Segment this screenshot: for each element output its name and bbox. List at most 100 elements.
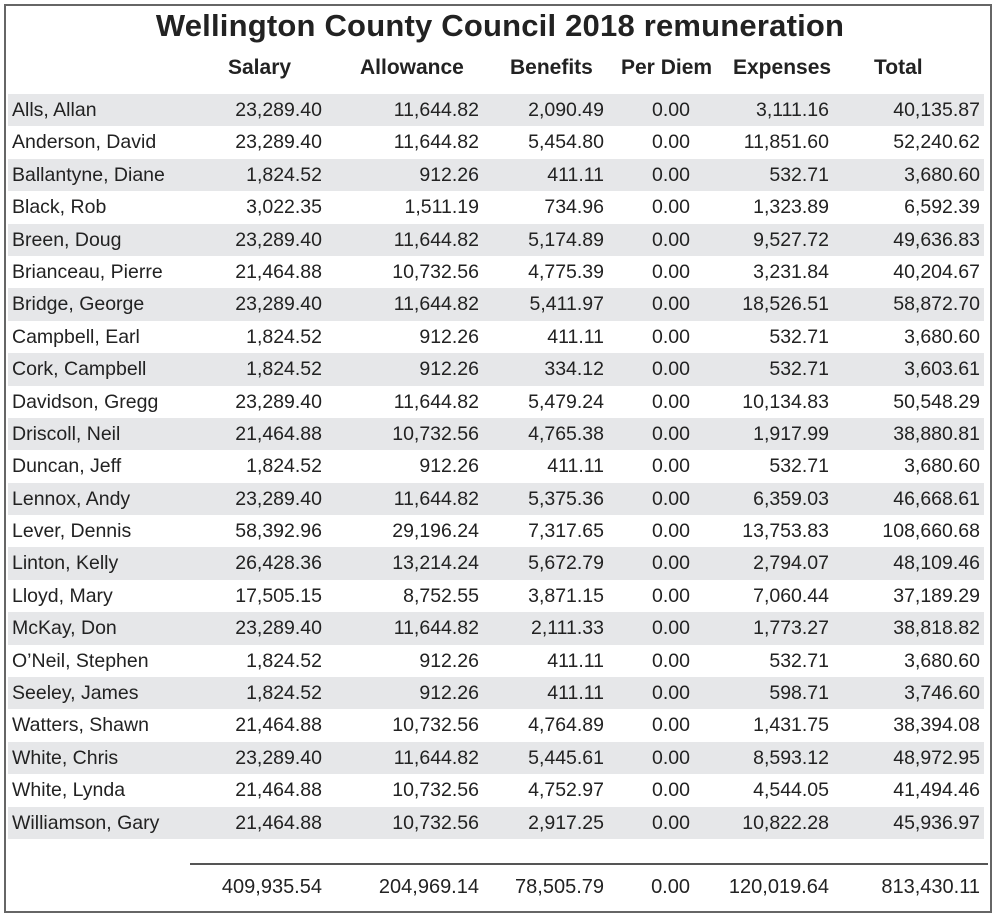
benefits-cell: 2,090.49 (528, 99, 604, 121)
expenses-cell: 3,111.16 (755, 99, 829, 121)
per-diem-cell: 0.00 (652, 325, 690, 348)
benefits-cell: 4,775.39 (528, 260, 604, 283)
benefits-cell: 334.12 (544, 358, 604, 381)
header-salary: Salary (228, 56, 292, 79)
member-name: Black, Rob (12, 196, 107, 219)
member-name: Bridge, George (12, 293, 145, 316)
allowance-cell: 912.26 (419, 455, 479, 478)
allowance-cell: 11,644.82 (393, 131, 479, 154)
expenses-cell: 532.71 (769, 649, 829, 672)
per-diem-cell: 0.00 (652, 260, 690, 283)
per-diem-cell: 0.00 (652, 617, 690, 640)
per-diem-cell: 0.00 (652, 196, 690, 219)
total-cell: 52,240.62 (893, 131, 980, 154)
table-row: Linton, Kelly 26,428.36 13,214.24 5,672.79 0… (8, 547, 984, 580)
salary-cell: 23,289.40 (235, 746, 322, 769)
total-allowance: 204,969.14 (378, 876, 479, 898)
expenses-cell: 532.71 (769, 358, 829, 381)
benefits-cell: 5,672.79 (528, 552, 604, 575)
allowance-cell: 11,644.82 (393, 487, 479, 510)
table-row: White, Lynda 21,464.88 10,732.56 4,752.97 0.… (8, 774, 984, 806)
total-cell: 3,746.60 (904, 682, 980, 705)
benefits-cell: 734.96 (544, 196, 604, 219)
total-cell: 46,668.61 (893, 487, 980, 510)
table-row: Williamson, Gary 21,464.88 10,732.56 2,917.… (8, 806, 984, 839)
per-diem-cell: 0.00 (652, 520, 690, 543)
total-salary: 409,935.54 (221, 876, 322, 898)
member-name: Alls, Allan (12, 99, 97, 121)
benefits-cell: 4,765.38 (528, 422, 604, 445)
allowance-cell: 11,644.82 (393, 390, 479, 413)
table-row: White, Chris 23,289.40 11,644.82 5,445.61 0.… (8, 741, 984, 775)
per-diem-cell: 0.00 (652, 293, 690, 316)
total-cell: 38,880.81 (893, 422, 980, 445)
member-name: Driscoll, Neil (12, 422, 121, 445)
table-row: Lever, Dennis 58,392.96 29,196.24 7,317.65 0… (8, 515, 984, 547)
per-diem-cell: 0.00 (652, 390, 690, 413)
benefits-cell: 5,411.97 (529, 293, 604, 316)
total-expenses: 120,019.64 (728, 876, 829, 898)
expenses-cell: 18,526.51 (742, 293, 829, 316)
allowance-cell: 10,732.56 (392, 779, 479, 802)
expenses-cell: 532.71 (769, 163, 829, 186)
benefits-cell: 3,871.15 (528, 584, 604, 607)
total-cell: 38,394.08 (893, 714, 980, 737)
member-name: Williamson, Gary (12, 811, 160, 834)
expenses-cell: 8,593.12 (753, 746, 829, 769)
total-cell: 3,680.60 (904, 649, 980, 672)
per-diem-cell: 0.00 (652, 746, 690, 769)
header-allowance: Allowance (360, 56, 464, 79)
per-diem-cell: 0.00 (652, 584, 690, 607)
table-row: O’Neil, Stephen 1,824.52 912.26 411.11 0.00 5… (8, 645, 984, 677)
total-cell: 50,548.29 (893, 390, 980, 413)
total-cell: 58,872.70 (893, 293, 980, 316)
salary-cell: 26,428.36 (235, 552, 322, 575)
allowance-cell: 11,644.82 (393, 99, 479, 121)
table-row: Alls, Allan 23,289.40 11,644.82 2,090.49 0.0… (8, 94, 984, 127)
per-diem-cell: 0.00 (652, 714, 690, 737)
benefits-cell: 2,111.33 (530, 617, 604, 640)
salary-cell: 17,505.15 (235, 584, 322, 607)
expenses-cell: 1,773.27 (753, 617, 829, 640)
table-row: Lennox, Andy 23,289.40 11,644.82 5,375.36 0.… (8, 482, 984, 516)
salary-cell: 21,464.88 (235, 779, 322, 802)
member-name: Lloyd, Mary (12, 584, 113, 607)
salary-cell: 23,289.40 (235, 228, 322, 251)
total-cell: 38,818.82 (893, 617, 980, 640)
expenses-cell: 10,134.83 (742, 390, 829, 413)
per-diem-cell: 0.00 (652, 99, 690, 121)
table-row: Campbell, Earl 1,824.52 912.26 411.11 0.00 53… (8, 321, 984, 353)
salary-cell: 23,289.40 (235, 390, 322, 413)
benefits-cell: 2,917.25 (528, 811, 604, 834)
benefits-cell: 411.11 (547, 325, 604, 348)
benefits-cell: 5,479.24 (528, 390, 604, 413)
expenses-cell: 10,822.28 (742, 811, 829, 834)
salary-cell: 1,824.52 (246, 358, 322, 381)
total-cell: 48,972.95 (893, 746, 980, 769)
table-row: Brianceau, Pierre 21,464.88 10,732.56 4,775… (8, 256, 984, 288)
expenses-cell: 1,917.99 (753, 422, 829, 445)
table-row: Black, Rob 3,022.35 1,511.19 734.96 0.00 1,32… (8, 191, 984, 223)
member-name: McKay, Don (12, 617, 117, 640)
salary-cell: 58,392.96 (235, 520, 322, 543)
expenses-cell: 598.71 (769, 682, 829, 705)
expenses-cell: 1,431.75 (753, 714, 829, 737)
salary-cell: 3,022.35 (246, 196, 322, 219)
expenses-cell: 532.71 (769, 455, 829, 478)
member-name: Lever, Dennis (12, 520, 132, 543)
member-name: Lennox, Andy (12, 487, 131, 510)
allowance-cell: 1,511.19 (404, 196, 479, 219)
salary-cell: 21,464.88 (235, 714, 322, 737)
table-title: Wellington County Council 2018 remunerat… (155, 8, 845, 43)
total-cell: 37,189.29 (893, 584, 980, 607)
expenses-cell: 9,527.72 (753, 228, 829, 251)
member-name: Cork, Campbell (12, 358, 147, 381)
per-diem-cell: 0.00 (652, 552, 690, 575)
total-benefits: 78,505.79 (515, 876, 604, 898)
expenses-cell: 6,359.03 (753, 487, 829, 510)
table-row: Duncan, Jeff 1,824.52 912.26 411.11 0.00 532.… (8, 450, 984, 482)
allowance-cell: 11,644.82 (393, 617, 479, 640)
total-cell: 48,109.46 (893, 552, 980, 575)
expenses-cell: 13,753.83 (742, 520, 829, 543)
allowance-cell: 912.26 (419, 163, 479, 186)
